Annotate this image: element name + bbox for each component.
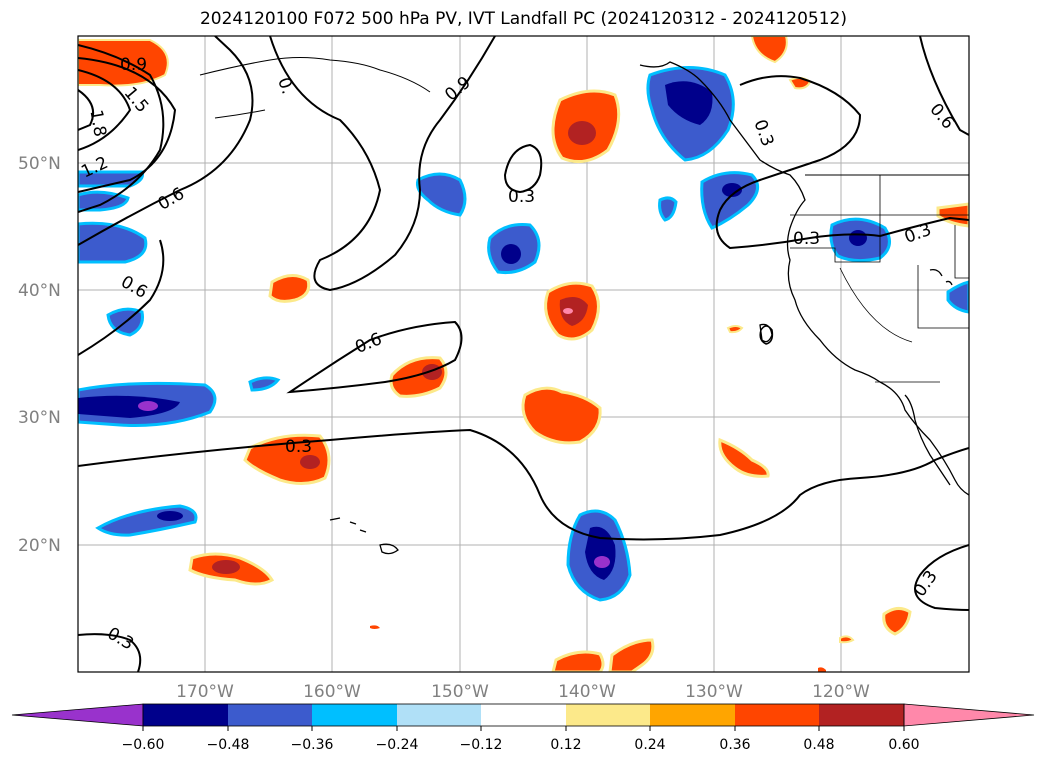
colorbar-segment xyxy=(397,704,481,726)
pv-blob xyxy=(248,376,281,392)
pv-blob xyxy=(658,196,678,222)
colorbar-tick-label: −0.36 xyxy=(291,737,334,753)
contour-0.3-southeast xyxy=(914,544,969,611)
pv-blob xyxy=(544,281,600,341)
contour-0.3-small xyxy=(503,143,543,194)
pv-negative-anomalies xyxy=(78,66,969,602)
contour-label: 0.3 xyxy=(508,187,535,207)
pv-blob xyxy=(718,437,770,478)
colorbar-tick-label: 0.48 xyxy=(803,737,834,753)
colorbar-tick-label: 0.24 xyxy=(634,737,665,753)
colorbar-segment xyxy=(312,704,397,726)
pv-blob xyxy=(750,36,788,64)
pv-blob xyxy=(726,325,744,334)
colorbar-segment xyxy=(650,704,735,726)
colorbar-tick-label: −0.24 xyxy=(376,737,419,753)
lon-label-120w: 120°W xyxy=(812,682,870,702)
colorbar-max-extension xyxy=(903,703,1035,727)
colorbar-segment xyxy=(735,704,819,726)
longitude-labels: 170°W 160°W 150°W 140°W 130°W 120°W xyxy=(176,682,870,702)
contour-label: 0.9 xyxy=(120,55,147,75)
colorbar-segment xyxy=(228,704,312,726)
colorbar-tick-label: 0.36 xyxy=(719,737,750,753)
colorbar-tick-label: −0.60 xyxy=(122,737,165,753)
contour-label: 0.3 xyxy=(793,229,820,249)
pv-blob xyxy=(882,607,912,636)
pv-blob xyxy=(646,66,735,162)
ivt-contours xyxy=(78,36,969,672)
colorbar-tick-label: −0.48 xyxy=(207,737,250,753)
colorbar-segment xyxy=(566,704,650,726)
map-title: 2024120100 F072 500 hPa PV, IVT Landfall… xyxy=(199,9,847,29)
lat-label-20n: 20°N xyxy=(18,536,61,556)
contour-0.3-small-east xyxy=(759,325,774,345)
lon-label-160w: 160°W xyxy=(303,682,361,702)
pv-blob xyxy=(521,386,602,445)
colorbar-segment xyxy=(481,704,566,726)
colorbar-frame xyxy=(142,703,905,727)
colorbar-ticks xyxy=(142,726,905,731)
pv-blob xyxy=(78,190,130,212)
pv-blob xyxy=(551,89,621,164)
lon-label-140w: 140°W xyxy=(558,682,616,702)
map-panel: 0.9 1.5 1.8 1.2 0.6 0.6 0.9 0.3 0.3 0.3 … xyxy=(78,36,969,672)
contour-0.3-northeast xyxy=(715,75,969,250)
pv-blob xyxy=(818,667,826,672)
contour-1.8 xyxy=(78,89,94,131)
pv-blob xyxy=(268,274,311,303)
lat-label-40n: 40°N xyxy=(18,281,61,301)
contour-1.2 xyxy=(78,57,177,193)
contour-0.6-lower xyxy=(78,239,165,356)
pv-blob xyxy=(608,638,655,672)
pv-blob xyxy=(95,504,198,537)
contour-label: 1.8 xyxy=(85,108,109,138)
contour-0.6-west xyxy=(78,36,254,246)
colorbar-segment xyxy=(143,704,228,726)
lat-label-30n: 30°N xyxy=(18,408,61,428)
colorbar-tick-label: 0.12 xyxy=(550,737,581,753)
colorbar: −0.60 −0.48 −0.36 −0.24 −0.12 0.12 0.24 … xyxy=(11,703,1035,753)
pv-blob xyxy=(416,172,467,217)
pv-blob xyxy=(78,381,217,427)
contour-0.6-central xyxy=(286,320,463,394)
contour-0.9-central xyxy=(269,36,496,292)
pv-blob xyxy=(78,221,148,264)
contour-0.9-north xyxy=(78,44,165,213)
pv-blob xyxy=(551,650,605,672)
pv-blob xyxy=(487,223,541,274)
contour-0.3-southwest xyxy=(78,633,142,672)
pv-blob xyxy=(946,280,969,314)
lat-label-50n: 50°N xyxy=(18,154,61,174)
colorbar-segment xyxy=(819,704,904,726)
colorbar-tick-label: 0.60 xyxy=(888,737,919,753)
contour-label: 0.3 xyxy=(285,437,312,457)
lon-label-170w: 170°W xyxy=(176,682,234,702)
contour-0.3-band xyxy=(78,428,969,541)
pv-blob xyxy=(243,433,331,485)
pv-blob xyxy=(829,217,891,263)
latitude-labels: 50°N 40°N 30°N 20°N xyxy=(18,154,61,556)
lon-label-130w: 130°W xyxy=(685,682,743,702)
contour-1.5 xyxy=(78,69,132,151)
pv-blob xyxy=(188,552,275,586)
map-frame xyxy=(77,35,970,673)
pv-blob xyxy=(839,635,855,644)
contour-0.6-east xyxy=(919,36,969,136)
colorbar-min-extension xyxy=(11,703,144,727)
colorbar-tick-label: −0.12 xyxy=(460,737,503,753)
pv-blob xyxy=(370,625,380,629)
contour-label: 0. xyxy=(273,75,297,97)
coastlines xyxy=(199,57,969,555)
lon-label-150w: 150°W xyxy=(431,682,489,702)
